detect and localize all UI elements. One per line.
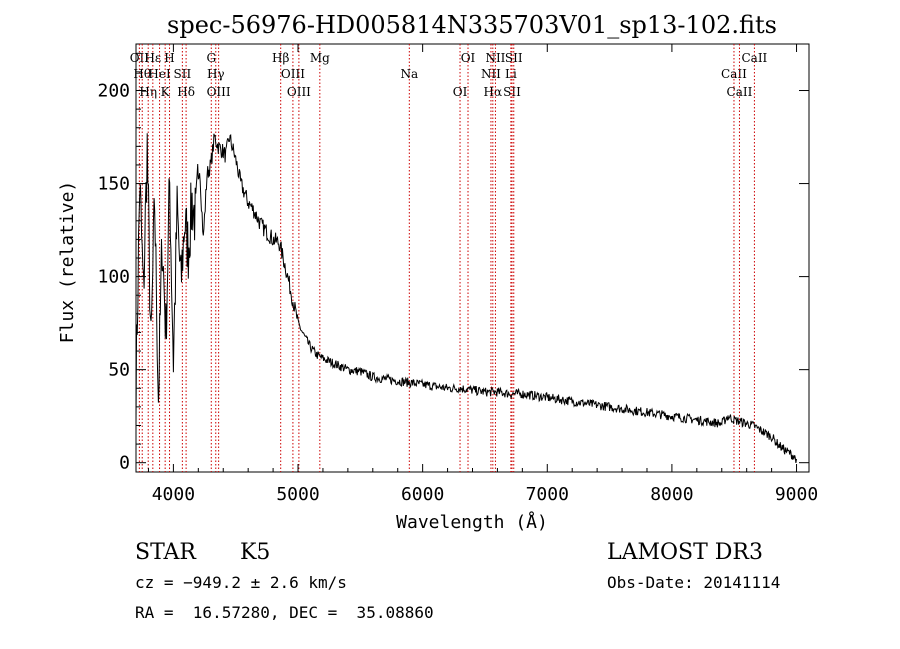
line-marker-label: G bbox=[206, 51, 216, 65]
x-tick-label: 5000 bbox=[276, 484, 319, 505]
line-marker-label: Hθ bbox=[133, 67, 151, 81]
line-marker-label: Hγ bbox=[207, 67, 225, 81]
x-tick-label: 8000 bbox=[650, 484, 693, 505]
line-marker-label: OIII bbox=[287, 85, 311, 99]
chart-title: spec-56976-HD005814N335703V01_sp13-102.f… bbox=[167, 11, 777, 39]
line-marker-label: Hε bbox=[144, 51, 161, 65]
line-marker-label: Mg bbox=[310, 51, 330, 65]
line-marker-label: OIII bbox=[281, 67, 305, 81]
line-marker-label: OIII bbox=[207, 85, 231, 99]
line-marker-label: HeI bbox=[148, 67, 171, 81]
line-marker-label: Hβ bbox=[272, 51, 289, 65]
x-tick-label: 4000 bbox=[152, 484, 195, 505]
survey-name: LAMOST DR3 bbox=[607, 540, 763, 565]
x-tick-label: 7000 bbox=[526, 484, 569, 505]
line-marker-label: CaII bbox=[741, 51, 767, 65]
spectral-subclass: K5 bbox=[240, 540, 271, 565]
y-axis-ticks: 0 50 100 150 200 bbox=[97, 52, 809, 474]
line-marker-label: OI bbox=[453, 85, 468, 99]
spectral-line-markers: OIIHθHηHεHeIKHSIIHδGHγOIIIHβOIIIOIIIMgNa… bbox=[130, 44, 768, 472]
y-tick-label: 50 bbox=[108, 360, 130, 381]
spectrum-line bbox=[135, 133, 797, 463]
line-marker-label: SII bbox=[174, 67, 192, 81]
y-tick-label: 0 bbox=[119, 453, 130, 474]
x-axis-ticks: 4000 5000 6000 7000 8000 9000 bbox=[147, 44, 818, 505]
y-tick-label: 100 bbox=[97, 267, 130, 288]
coordinates: RA = 16.57280, DEC = 35.08860 bbox=[135, 603, 434, 622]
redshift-velocity: cz = −949.2 ± 2.6 km/s bbox=[135, 573, 347, 592]
y-tick-label: 200 bbox=[97, 81, 130, 102]
line-marker-label: Na bbox=[400, 67, 418, 81]
x-tick-label: 9000 bbox=[775, 484, 818, 505]
line-marker-label: CaII bbox=[721, 67, 747, 81]
y-axis-label: Flux (relative) bbox=[57, 181, 78, 344]
line-marker-label: Hη bbox=[139, 85, 157, 99]
observation-date: Obs-Date: 20141114 bbox=[607, 573, 781, 592]
line-marker-label: OII bbox=[130, 51, 150, 65]
line-marker-label: K bbox=[161, 85, 171, 99]
y-tick-label: 150 bbox=[97, 174, 130, 195]
line-marker-label: NII bbox=[481, 67, 501, 81]
line-marker-label: Hδ bbox=[177, 85, 195, 99]
line-marker-label: H bbox=[164, 51, 174, 65]
x-axis-label: Wavelength (Å) bbox=[396, 511, 548, 533]
line-marker-label: Hα bbox=[484, 85, 503, 99]
line-marker-label: OI bbox=[461, 51, 476, 65]
line-marker-label: NII bbox=[485, 51, 505, 65]
x-tick-label: 6000 bbox=[401, 484, 444, 505]
line-marker-label: SII bbox=[503, 85, 521, 99]
line-marker-label: CaII bbox=[727, 85, 753, 99]
plot-frame bbox=[135, 43, 810, 473]
line-marker-label: SII bbox=[505, 51, 523, 65]
object-type: STAR bbox=[135, 540, 196, 565]
line-marker-label: Li bbox=[505, 67, 517, 81]
